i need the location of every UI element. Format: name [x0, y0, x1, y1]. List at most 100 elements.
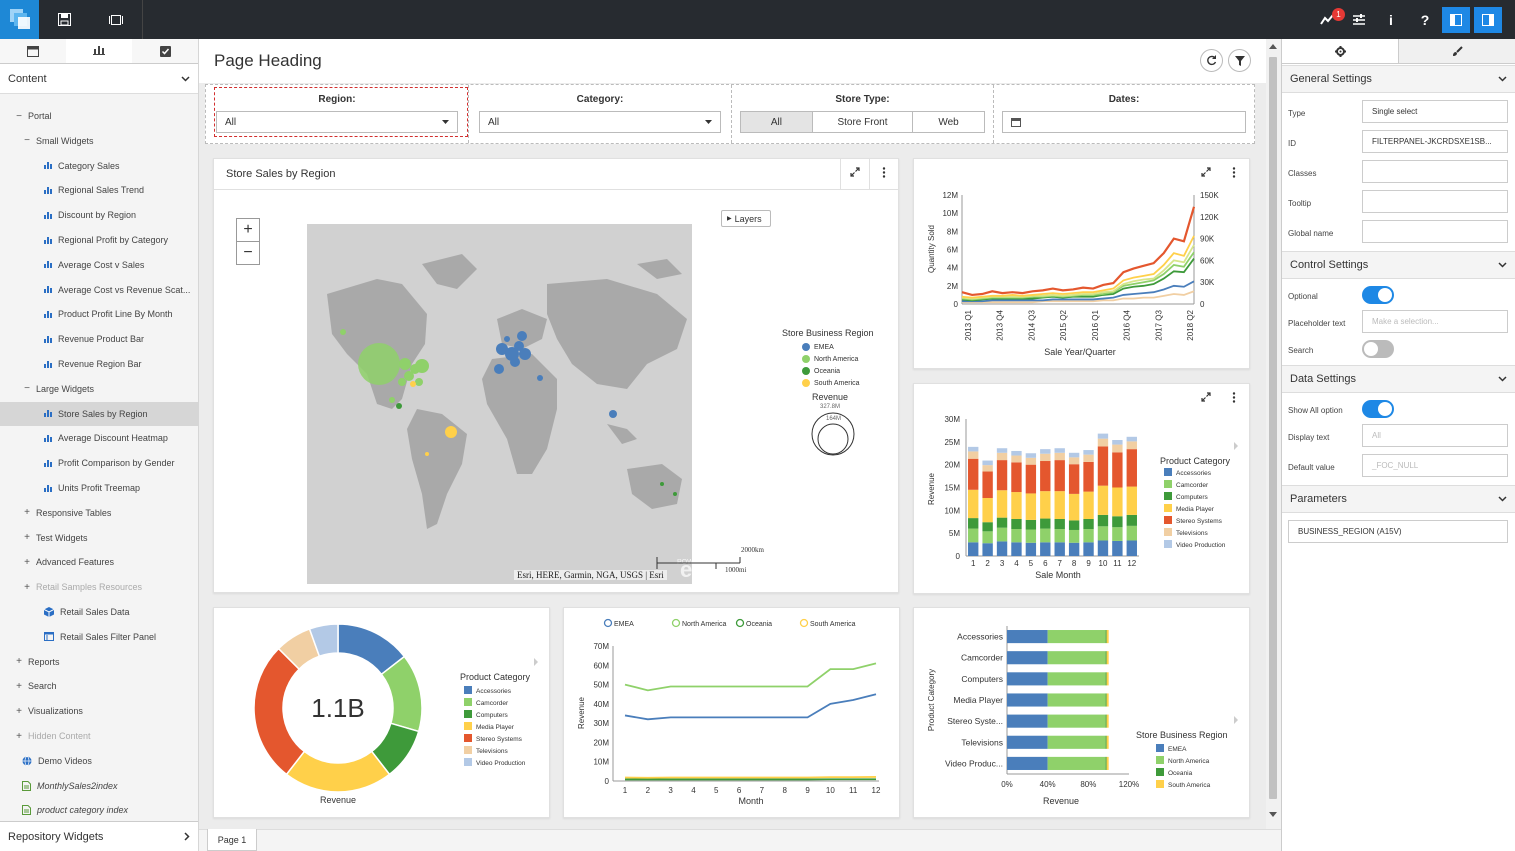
category-select[interactable]: All	[479, 111, 721, 133]
tree-item-revenue-region-bar[interactable]: Revenue Region Bar	[0, 352, 198, 376]
zoom-out-button[interactable]: −	[243, 244, 253, 261]
classes-field[interactable]	[1362, 160, 1508, 183]
type-field[interactable]: Single select	[1362, 100, 1508, 123]
tree-item-monthlysales2index[interactable]: MonthlySales2index	[0, 774, 198, 798]
expand-icon[interactable]: +	[24, 581, 30, 593]
tree-item-average-cost-vs-revenue-scat[interactable]: Average Cost vs Revenue Scat...	[0, 278, 198, 302]
info-icon[interactable]: i	[1389, 11, 1393, 28]
tree-item-reports[interactable]: + Reports	[0, 650, 198, 674]
tree-item-average-discount-heatmap[interactable]: Average Discount Heatmap	[0, 426, 198, 450]
tree-item-small-widgets[interactable]: − Small Widgets	[0, 129, 198, 153]
tree-item-retail-sales-data[interactable]: Retail Sales Data	[0, 600, 198, 624]
store-type-all-button[interactable]: All	[741, 112, 813, 132]
expand-icon[interactable]: +	[16, 705, 22, 717]
expand-icon[interactable]: +	[24, 507, 30, 519]
display-text-field[interactable]: All	[1362, 424, 1508, 447]
save-icon[interactable]	[46, 0, 82, 39]
expand-icon[interactable]: +	[16, 680, 22, 692]
category-hbar-chart[interactable]: Accessories Camcorder Computers Media Playe…	[914, 608, 1249, 817]
more-options-icon[interactable]	[877, 165, 891, 179]
left-panel-toggle-icon[interactable]	[1442, 7, 1470, 33]
expand-icon[interactable]	[848, 165, 862, 179]
collapse-icon[interactable]: −	[24, 135, 30, 147]
tree-item-average-cost-v-sales[interactable]: Average Cost v Sales	[0, 253, 198, 277]
default-value-field[interactable]: _FOC_NULL	[1362, 454, 1508, 477]
tab-properties[interactable]	[1282, 39, 1398, 63]
tab-content[interactable]	[66, 39, 132, 63]
region-select[interactable]: All	[216, 111, 458, 133]
scrollbar-thumb[interactable]	[1269, 57, 1277, 799]
expand-icon[interactable]: +	[24, 532, 30, 544]
tree-item-discount-by-region[interactable]: Discount by Region	[0, 203, 198, 227]
tree-item-advanced-features[interactable]: + Advanced Features	[0, 550, 198, 574]
map-legend-item-north-america[interactable]: North America	[802, 353, 860, 365]
search-toggle[interactable]	[1362, 340, 1394, 358]
tree-item-test-widgets[interactable]: + Test Widgets	[0, 526, 198, 550]
tree-item-product-profit-line-by-month[interactable]: Product Profit Line By Month	[0, 302, 198, 326]
tree-item-retail-sales-filter-panel[interactable]: Retail Sales Filter Panel	[0, 625, 198, 649]
data-settings-header[interactable]: Data Settings	[1282, 365, 1515, 393]
expand-icon[interactable]: +	[24, 556, 30, 568]
control-settings-header[interactable]: Control Settings	[1282, 251, 1515, 279]
tooltip-field[interactable]	[1362, 190, 1508, 213]
zoom-in-button[interactable]: +	[237, 219, 259, 242]
tree-item-large-widgets[interactable]: − Large Widgets	[0, 377, 198, 401]
tree-item-regional-profit-by-category[interactable]: Regional Profit by Category	[0, 228, 198, 252]
tree-item-profit-comparison-by-gender[interactable]: Profit Comparison by Gender	[0, 451, 198, 475]
tree-item-hidden-content[interactable]: + Hidden Content	[0, 724, 198, 748]
tree-item-units-profit-treemap[interactable]: Units Profit Treemap	[0, 476, 198, 500]
parameter-field[interactable]: BUSINESS_REGION (A15V)	[1288, 520, 1508, 543]
show-all-toggle[interactable]	[1362, 400, 1394, 418]
tree-item-product-category-index[interactable]: product category index	[0, 798, 198, 822]
tree-item-search[interactable]: + Search	[0, 674, 198, 698]
dates-input[interactable]	[1002, 111, 1246, 133]
revenue-donut-chart[interactable]: 1.1B Revenue Product Category Accessories Ca…	[214, 608, 549, 817]
more-options-icon[interactable]	[1227, 390, 1241, 404]
app-logo[interactable]	[0, 0, 39, 39]
placeholder-field[interactable]: Make a selection...	[1362, 310, 1508, 333]
tree-item-demo-videos[interactable]: Demo Videos	[0, 749, 198, 773]
tree-item-visualizations[interactable]: + Visualizations	[0, 699, 198, 723]
map-legend-item-emea[interactable]: EMEA	[802, 341, 860, 353]
more-options-icon[interactable]	[1227, 165, 1241, 179]
tree-item-store-sales-by-region[interactable]: Store Sales by Region	[0, 401, 198, 426]
page-tab-1[interactable]: Page 1	[207, 829, 257, 851]
region-revenue-line-chart[interactable]: EMEA North America Oceania South America70M…	[564, 608, 899, 817]
global-name-field[interactable]	[1362, 220, 1508, 243]
content-dropdown[interactable]: Content	[0, 64, 198, 94]
filter-button[interactable]	[1228, 49, 1251, 72]
page-heading[interactable]: Page Heading	[214, 51, 322, 70]
expand-icon[interactable]: +	[16, 730, 22, 742]
tree-item-portal[interactable]: − Portal	[0, 104, 198, 128]
tree-item-responsive-tables[interactable]: + Responsive Tables	[0, 501, 198, 525]
store-type-web-button[interactable]: Web	[913, 112, 984, 132]
tab-style[interactable]	[1398, 39, 1515, 63]
map-legend-item-oceania[interactable]: Oceania	[802, 365, 860, 377]
collapse-icon[interactable]: −	[24, 383, 30, 395]
id-field[interactable]: FILTERPANEL-JKCRDSXE1SB...	[1362, 130, 1508, 153]
tree-item-category-sales[interactable]: Category Sales	[0, 154, 198, 178]
collapse-icon[interactable]: −	[16, 110, 22, 122]
quantity-line-chart[interactable]: 12M 10M 8M 6M 4M 2M 0 150K 120K 90K 60K 30K 0 2013 Q1…	[914, 159, 1249, 368]
tree-item-regional-sales-trend[interactable]: Regional Sales Trend	[0, 178, 198, 202]
tab-tasks[interactable]	[132, 39, 198, 63]
optional-toggle[interactable]	[1362, 286, 1394, 304]
preview-icon[interactable]	[98, 0, 134, 39]
expand-icon[interactable]	[1199, 165, 1213, 179]
help-icon[interactable]: ?	[1420, 11, 1430, 28]
tree-item-revenue-product-bar[interactable]: Revenue Product Bar	[0, 327, 198, 351]
expand-icon[interactable]	[1199, 390, 1213, 404]
refresh-button[interactable]	[1200, 49, 1223, 72]
general-settings-header[interactable]: General Settings	[1282, 65, 1515, 93]
expand-icon[interactable]: +	[16, 656, 22, 668]
repository-widgets-bar[interactable]: Repository Widgets	[0, 821, 198, 851]
map-legend-item-south-america[interactable]: South America	[802, 377, 860, 389]
right-panel-toggle-icon[interactable]	[1474, 7, 1502, 33]
tree-item-retail-samples-resources[interactable]: + Retail Samples Resources	[0, 575, 198, 599]
notifications-icon[interactable]	[1309, 0, 1345, 39]
store-type-store-front-button[interactable]: Store Front	[812, 112, 914, 132]
world-map[interactable]	[307, 224, 692, 584]
layers-button[interactable]: ▶ Layers	[721, 210, 771, 227]
settings-sliders-icon[interactable]	[1341, 0, 1377, 39]
